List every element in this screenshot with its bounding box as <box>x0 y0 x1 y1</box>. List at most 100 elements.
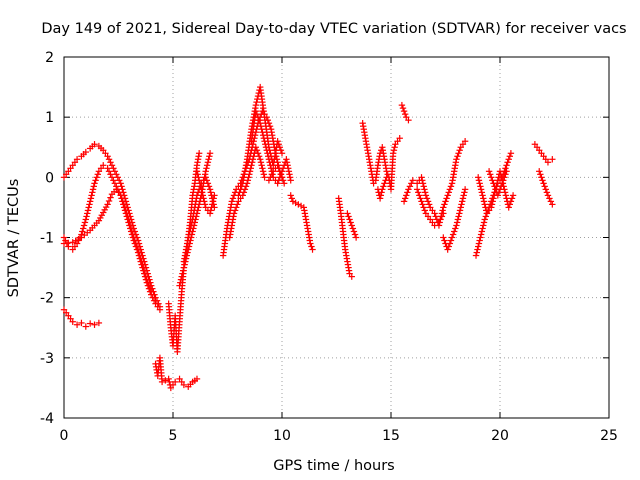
x-tick-label: 25 <box>600 428 618 444</box>
data-point-marker <box>207 207 214 214</box>
data-point-marker <box>259 132 267 139</box>
data-point-marker <box>275 141 282 148</box>
series-trace-o <box>335 195 355 280</box>
data-point-marker <box>193 375 201 383</box>
data-point-marker <box>131 237 139 244</box>
data-point-marker <box>502 171 509 178</box>
data-point-marker <box>258 162 265 169</box>
data-point-marker <box>195 177 203 184</box>
data-point-marker <box>505 204 512 211</box>
data-point-marker <box>202 168 209 175</box>
data-point-marker <box>442 198 449 205</box>
data-point-marker <box>95 319 103 327</box>
data-point-marker <box>459 195 467 202</box>
data-point-marker <box>108 174 116 181</box>
data-point-marker <box>139 261 146 268</box>
data-point-marker <box>105 156 113 163</box>
data-point-marker <box>453 222 460 229</box>
data-point-marker <box>114 174 121 181</box>
data-point-marker <box>377 192 385 199</box>
data-point-marker <box>480 219 488 226</box>
data-point-marker <box>267 162 274 169</box>
data-point-marker <box>389 150 397 157</box>
data-point-marker <box>105 197 113 205</box>
data-point-marker <box>180 381 188 389</box>
data-point-marker <box>82 216 89 223</box>
data-point-marker <box>445 243 452 250</box>
data-point-marker <box>277 147 285 154</box>
data-point-marker <box>482 213 490 220</box>
data-point-marker <box>198 189 206 196</box>
data-point-marker <box>418 198 425 205</box>
data-point-marker <box>390 147 398 154</box>
data-point-marker <box>259 165 266 172</box>
data-point-marker <box>547 198 555 205</box>
data-point-marker <box>451 228 458 235</box>
data-point-marker <box>489 177 496 184</box>
data-point-marker <box>345 213 352 220</box>
data-point-marker <box>261 138 268 145</box>
data-point-marker <box>421 186 428 193</box>
data-point-marker <box>265 156 273 163</box>
data-point-marker <box>65 239 72 247</box>
data-point-marker <box>276 144 284 151</box>
series-trace-u <box>413 186 447 229</box>
data-point-marker <box>498 180 506 187</box>
data-point-marker <box>195 174 202 181</box>
data-point-marker <box>117 192 124 199</box>
data-point-marker <box>496 168 504 175</box>
data-point-marker <box>259 168 267 175</box>
data-point-marker <box>309 246 316 253</box>
data-point-marker <box>501 189 509 196</box>
data-point-marker <box>405 186 412 193</box>
y-tick-label: 2 <box>45 50 54 66</box>
data-point-marker <box>136 252 144 259</box>
data-point-marker <box>124 213 131 220</box>
data-point-marker <box>482 204 489 211</box>
data-point-marker <box>156 306 164 313</box>
data-point-marker <box>380 183 387 190</box>
data-point-marker <box>158 378 166 386</box>
data-point-marker <box>262 144 270 151</box>
data-point-marker <box>207 189 214 196</box>
data-point-marker <box>352 234 360 241</box>
data-point-marker <box>116 177 123 184</box>
data-point-marker <box>107 194 114 201</box>
series-trace-aa <box>536 168 556 208</box>
data-point-marker <box>180 264 188 271</box>
data-point-marker <box>138 258 145 265</box>
data-point-marker <box>503 162 510 169</box>
data-point-marker <box>461 186 469 193</box>
data-point-marker <box>94 171 101 178</box>
data-point-marker <box>197 183 204 190</box>
data-point-marker <box>86 201 93 208</box>
data-point-marker <box>401 195 409 202</box>
data-point-marker <box>88 192 95 199</box>
data-point-marker <box>133 243 141 250</box>
y-tick-label: 0 <box>45 170 54 186</box>
data-point-marker <box>280 180 288 187</box>
data-point-marker <box>257 119 264 127</box>
data-point-marker <box>432 213 439 220</box>
data-point-marker <box>146 285 154 292</box>
data-point-marker <box>477 186 485 193</box>
data-point-marker <box>82 323 89 330</box>
data-point-marker <box>248 162 255 169</box>
data-point-marker <box>252 107 260 115</box>
data-point-marker <box>308 243 315 250</box>
data-point-marker <box>454 153 461 160</box>
data-point-marker <box>549 156 556 163</box>
data-point-marker <box>458 201 465 208</box>
data-point-marker <box>199 192 206 199</box>
data-point-marker <box>504 159 511 166</box>
data-point-marker <box>475 243 482 250</box>
data-point-marker <box>86 198 94 205</box>
data-point-marker <box>120 201 128 208</box>
data-point-marker <box>196 180 204 187</box>
data-point-marker <box>230 210 238 217</box>
data-point-marker <box>507 150 515 157</box>
data-point-marker <box>276 174 284 181</box>
data-point-marker <box>162 377 169 384</box>
data-point-marker <box>475 174 482 181</box>
data-point-marker <box>497 183 505 190</box>
